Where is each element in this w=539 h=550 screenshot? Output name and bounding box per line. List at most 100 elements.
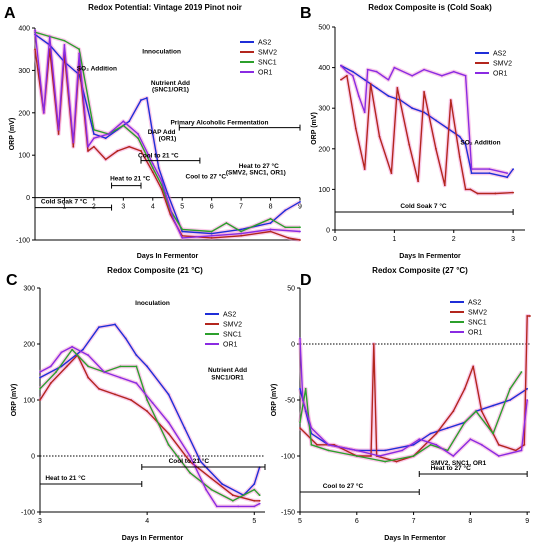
data-point-OR1 [135, 382, 138, 385]
data-point-SNC1 [429, 443, 432, 446]
data-point-SNC1 [63, 39, 66, 42]
data-point-OR1 [119, 376, 122, 379]
y-tick-label: 400 [18, 26, 30, 33]
series-line-SNC1 [299, 371, 523, 463]
data-point-AS2 [429, 432, 432, 435]
series-line-SNC1 [34, 31, 300, 233]
y-tick-label: -50 [285, 398, 295, 405]
data-point-SMV2 [378, 135, 381, 138]
data-point-OR1 [172, 217, 175, 220]
data-point-OR1 [327, 443, 330, 446]
data-point-OR1 [526, 399, 529, 401]
data-point-AS2 [253, 483, 256, 485]
legend-label: AS2 [468, 300, 481, 307]
data-point-SNC1 [299, 226, 301, 229]
data-point-OR1 [340, 64, 342, 67]
data-point-AS2 [104, 137, 107, 140]
x-tick-label: 9 [298, 204, 302, 211]
x-tick-label: 3 [38, 518, 42, 525]
legend-label: OR1 [468, 330, 483, 337]
data-point-OR1 [72, 141, 75, 144]
data-point-SNC1 [355, 455, 358, 457]
data-point-OR1 [480, 443, 483, 446]
data-point-SMV2 [463, 387, 466, 390]
legend-label: SNC1 [258, 60, 277, 67]
data-point-SMV2 [34, 48, 36, 51]
series-highlight-SMV2 [33, 47, 301, 242]
data-point-SMV2 [529, 315, 531, 317]
data-point-SMV2 [130, 399, 132, 401]
x-tick-label: 0 [333, 236, 337, 243]
data-point-SMV2 [269, 230, 272, 233]
y-tick-label: 200 [23, 342, 35, 349]
data-point-SNC1 [299, 421, 301, 424]
data-point-SNC1 [189, 471, 191, 474]
data-point-SMV2 [340, 78, 342, 81]
bracket-label: Cool to 21 °C [138, 152, 179, 160]
x-axis-label: Days In Fermentor [122, 535, 184, 542]
data-point-SMV2 [443, 184, 446, 187]
legend-label: SNC1 [468, 320, 487, 327]
y-tick-label: 200 [18, 110, 30, 117]
data-point-SMV2 [72, 145, 75, 148]
data-point-SNC1 [225, 222, 228, 224]
data-point-AS2 [124, 337, 127, 340]
data-point-AS2 [299, 387, 301, 390]
data-point-OR1 [423, 68, 425, 71]
data-point-OR1 [452, 70, 455, 73]
data-point-SMV2 [253, 499, 256, 502]
data-point-AS2 [299, 200, 301, 203]
data-point-OR1 [411, 74, 414, 77]
data-point-AS2 [351, 70, 354, 73]
data-point-SMV2 [476, 192, 479, 195]
data-point-OR1 [48, 35, 51, 38]
data-point-AS2 [269, 222, 272, 224]
data-point-SMV2 [160, 188, 163, 191]
data-point-SMV2 [480, 410, 483, 413]
data-point-OR1 [393, 66, 396, 69]
data-point-OR1 [63, 44, 66, 46]
annotation: (SNC1/OR1) [152, 87, 189, 94]
data-point-SMV2 [287, 236, 290, 239]
legend-label: SMV2 [223, 322, 242, 329]
data-point-AS2 [135, 354, 138, 357]
y-axis-label: ORP (mV) [271, 384, 278, 417]
data-point-OR1 [269, 228, 272, 231]
data-point-OR1 [151, 162, 154, 165]
data-point-SMV2 [363, 168, 366, 171]
data-point-SNC1 [258, 494, 261, 497]
data-point-OR1 [301, 399, 304, 401]
x-axis-label: Days In Fermentor [137, 253, 199, 260]
data-point-OR1 [258, 502, 261, 505]
data-point-OR1 [366, 68, 369, 71]
data-point-SMV2 [390, 172, 393, 175]
data-point-SMV2 [128, 145, 131, 148]
data-point-AS2 [181, 230, 184, 233]
annotation: SO₂ Addition [460, 140, 500, 147]
legend-label: OR1 [493, 71, 508, 78]
data-point-OR1 [237, 505, 240, 508]
data-point-OR1 [299, 337, 301, 340]
data-point-SMV2 [140, 150, 142, 152]
data-point-OR1 [92, 137, 95, 140]
data-point-SMV2 [408, 143, 411, 146]
y-tick-label: 0 [291, 342, 295, 349]
data-point-OR1 [310, 427, 313, 429]
y-axis-label: ORP (mV) [9, 118, 16, 151]
data-point-OR1 [470, 168, 473, 171]
data-point-OR1 [78, 52, 81, 55]
annotation: (OR1) [159, 135, 177, 142]
data-point-SNC1 [135, 365, 138, 368]
data-point-OR1 [452, 455, 455, 457]
data-point-OR1 [205, 488, 207, 491]
data-point-SMV2 [146, 410, 149, 413]
legend-label: AS2 [223, 312, 236, 319]
x-tick-label: 9 [525, 518, 529, 525]
data-point-AS2 [412, 443, 415, 446]
data-point-AS2 [92, 133, 95, 135]
series-line-OR1 [299, 338, 528, 457]
y-tick-label: 100 [318, 187, 330, 194]
data-point-OR1 [167, 421, 170, 424]
data-point-SMV2 [258, 499, 261, 502]
legend-label: SMV2 [468, 310, 487, 317]
